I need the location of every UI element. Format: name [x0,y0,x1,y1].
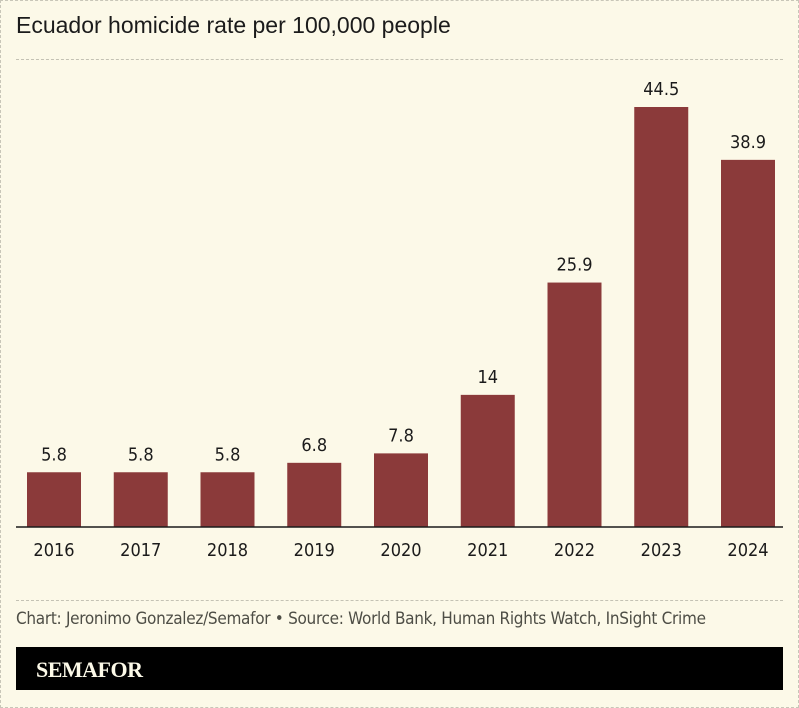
divider-bottom [16,600,783,601]
bar-2023 [634,107,689,527]
x-tick-label: 2018 [207,540,248,561]
data-label: 5.8 [41,444,67,465]
x-tick-label: 2024 [727,540,768,561]
semafor-logo: SEMAFOR [36,657,143,682]
bar-2021 [460,394,515,527]
x-tick-label: 2021 [467,540,508,561]
data-label: 5.8 [128,444,154,465]
chart-title: Ecuador homicide rate per 100,000 people [16,12,451,38]
bar-2019 [287,462,342,527]
x-tick-label: 2017 [120,540,161,561]
bar-2017 [113,472,168,527]
divider-top [16,59,783,60]
x-tick-label: 2020 [380,540,421,561]
x-tick-label: 2016 [33,540,74,561]
data-label: 7.8 [388,425,414,446]
bar-2024 [721,159,775,527]
bar-2018 [200,472,255,527]
data-label: 44.5 [643,79,679,100]
data-label: 5.8 [215,444,241,465]
bar-2016 [27,472,81,527]
bar-chart: 5.8 2016 5.8 2017 5.8 2018 6.8 2019 7.8 2020 14 202… [16,79,783,561]
logo-bar: SEMAFOR [16,647,783,690]
x-tick-label: 2022 [554,540,595,561]
bar-2022 [547,282,602,527]
data-label: 38.9 [730,132,766,153]
data-label: 25.9 [556,255,592,276]
data-label: 6.8 [301,435,327,456]
bar-2020 [374,453,428,527]
x-tick-label: 2019 [294,540,335,561]
data-label: 14 [477,367,498,388]
x-tick-label: 2023 [641,540,682,561]
source-note: Chart: Jeronimo Gonzalez/Semafor • Sourc… [16,609,706,629]
